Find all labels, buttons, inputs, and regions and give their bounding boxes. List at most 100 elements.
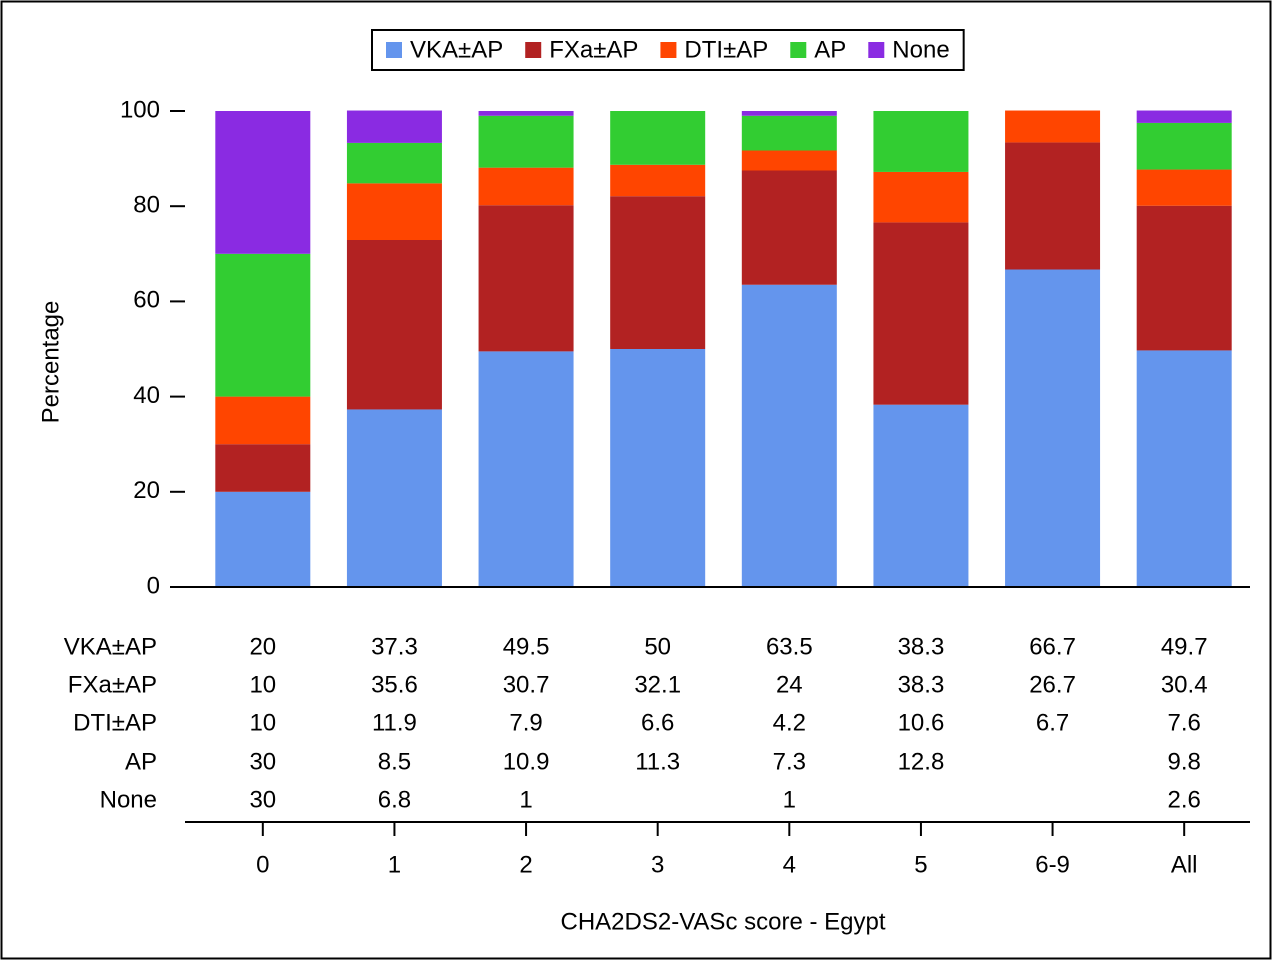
table-row-label: FXa±AP <box>68 671 157 698</box>
table-value: 6.7 <box>1036 709 1069 736</box>
legend-swatch <box>790 42 807 58</box>
bar-segment <box>478 205 574 352</box>
table-row-label: None <box>100 786 157 813</box>
table-value: 49.5 <box>503 633 550 660</box>
x-tick-label: 5 <box>914 851 927 878</box>
bar-segment <box>478 111 574 116</box>
table-value: 10.6 <box>898 709 945 736</box>
x-tick-label: 0 <box>256 851 269 878</box>
legend-swatch <box>525 42 542 58</box>
bar-segment <box>215 396 311 445</box>
bar-segment <box>478 167 574 206</box>
table-value: 66.7 <box>1029 633 1076 660</box>
bar-segment <box>346 239 442 410</box>
bar-segment <box>1005 142 1101 270</box>
table-value: 1 <box>783 786 796 813</box>
table-value: 30 <box>249 786 276 813</box>
bar-segment <box>741 115 837 151</box>
bar-segment <box>478 351 574 587</box>
bar-segment <box>1136 205 1232 351</box>
legend-swatch <box>386 42 402 58</box>
bar-segment <box>478 115 574 168</box>
bar-segment <box>215 111 311 254</box>
bar-segment <box>610 349 706 587</box>
bar-segment <box>1005 269 1101 587</box>
table-value: 7.3 <box>773 748 806 775</box>
legend-label: VKA±AP <box>410 36 503 63</box>
y-tick-label: 0 <box>147 572 160 599</box>
legend-label: AP <box>814 36 846 63</box>
bar-segment <box>1136 169 1232 206</box>
bar-segment <box>346 110 442 143</box>
y-axis-title: Percentage <box>37 301 64 424</box>
bar-segment <box>1005 110 1101 143</box>
table-value: 32.1 <box>634 671 681 698</box>
x-tick-label: All <box>1171 851 1198 878</box>
table-row-label: VKA±AP <box>64 633 157 660</box>
table-value: 8.5 <box>378 748 411 775</box>
bar-segment <box>610 111 706 165</box>
table-value: 6.6 <box>641 709 674 736</box>
table-value: 2.6 <box>1168 786 1201 813</box>
table-value: 38.3 <box>898 671 945 698</box>
y-tick-label: 40 <box>133 382 160 409</box>
bar-segment <box>346 409 442 587</box>
table-value: 30.7 <box>503 671 550 698</box>
bar-segment <box>873 111 969 172</box>
bar-segment <box>741 170 837 285</box>
bar-segment <box>215 491 311 587</box>
table-value: 6.8 <box>378 786 411 813</box>
table-value: 20 <box>249 633 276 660</box>
table-value: 49.7 <box>1161 633 1208 660</box>
y-tick-label: 80 <box>133 192 160 219</box>
table-value: 10 <box>249 671 276 698</box>
table-value: 7.6 <box>1168 709 1201 736</box>
table-value: 11.3 <box>635 748 680 775</box>
table-value: 10 <box>249 709 276 736</box>
table-value: 30.4 <box>1161 671 1208 698</box>
bar-segment <box>346 142 442 184</box>
bar-segment <box>873 222 969 405</box>
table-value: 12.8 <box>898 748 945 775</box>
legend-label: FXa±AP <box>549 36 638 63</box>
x-tick-label: 3 <box>651 851 664 878</box>
legend-label: None <box>892 36 949 63</box>
table-value: 50 <box>644 633 671 660</box>
bar-segment <box>741 284 837 587</box>
table-value: 35.6 <box>371 671 418 698</box>
legend-swatch <box>660 42 677 58</box>
bar-segment <box>873 171 969 223</box>
x-tick-label: 2 <box>519 851 532 878</box>
table-value: 7.9 <box>509 709 542 736</box>
x-axis-title: CHA2DS2-VASc score - Egypt <box>561 908 886 935</box>
y-tick-label: 60 <box>133 287 160 314</box>
table-value: 26.7 <box>1029 671 1076 698</box>
bar-segment <box>741 150 837 171</box>
bar-segment <box>1136 350 1232 587</box>
bar-segment <box>346 183 442 240</box>
table-row-label: DTI±AP <box>73 709 157 736</box>
y-tick-label: 20 <box>133 477 160 504</box>
table-row-label: AP <box>125 748 157 775</box>
bar-segment <box>215 444 311 492</box>
table-value: 30 <box>249 748 276 775</box>
x-tick-label: 1 <box>388 851 401 878</box>
table-value: 11.9 <box>372 709 417 736</box>
bar-segment <box>1136 122 1232 170</box>
table-value: 37.3 <box>371 633 418 660</box>
x-tick-label: 6-9 <box>1035 851 1070 878</box>
table-value: 38.3 <box>898 633 945 660</box>
table-value: 24 <box>776 671 803 698</box>
table-value: 4.2 <box>773 709 806 736</box>
table-value: 1 <box>519 786 532 813</box>
bar-segment <box>215 253 311 397</box>
bar-segment <box>610 196 706 349</box>
bar-segment <box>741 111 837 116</box>
table-value: 10.9 <box>503 748 550 775</box>
bar-segment <box>1136 110 1232 123</box>
legend-swatch <box>868 42 885 58</box>
y-tick-label: 100 <box>120 96 160 123</box>
legend-label: DTI±AP <box>684 36 768 63</box>
